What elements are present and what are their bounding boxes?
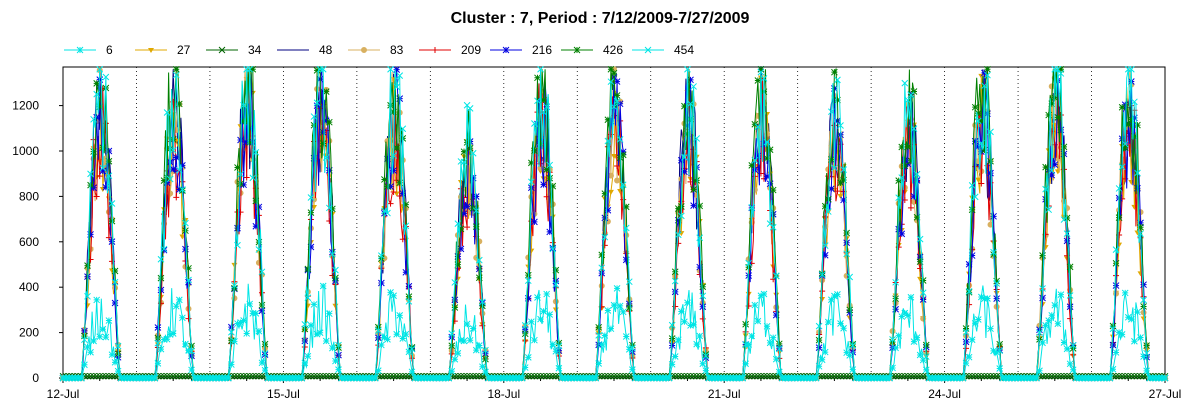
legend-swatch xyxy=(632,46,664,54)
y-tick-label: 0 xyxy=(32,371,39,385)
legend-swatch xyxy=(206,46,238,54)
legend-label: 83 xyxy=(390,43,404,57)
y-tick-label: 200 xyxy=(19,326,39,340)
y-tick-label: 400 xyxy=(19,280,39,294)
x-tick-label: 24-Jul xyxy=(928,387,961,401)
legend-label: 216 xyxy=(532,43,553,57)
series-454 xyxy=(59,65,1169,382)
y-tick-label: 800 xyxy=(19,189,39,203)
legend-swatch xyxy=(561,46,593,54)
x-tick-label: 18-Jul xyxy=(487,387,520,401)
y-tick-label: 600 xyxy=(19,235,39,249)
legend-swatch xyxy=(135,48,167,53)
legend-swatch xyxy=(419,47,451,53)
x-tick-label: 21-Jul xyxy=(708,387,741,401)
x-tick-label: 15-Jul xyxy=(267,387,300,401)
legend-swatch xyxy=(348,47,380,53)
y-tick-label: 1200 xyxy=(12,99,39,113)
legend-label: 27 xyxy=(177,43,191,57)
legend-swatch xyxy=(277,49,309,51)
legend-swatch xyxy=(490,46,522,54)
legend-label: 454 xyxy=(674,43,695,57)
legend-label: 209 xyxy=(461,43,482,57)
chart-title: Cluster : 7, Period : 7/12/2009-7/27/200… xyxy=(450,10,750,27)
legend-label: 34 xyxy=(248,43,262,57)
legend-label: 6 xyxy=(106,43,113,57)
y-tick-label: 1000 xyxy=(12,144,39,158)
legend-label: 48 xyxy=(319,43,333,57)
legend-label: 426 xyxy=(603,43,624,57)
x-tick-label: 27-Jul xyxy=(1149,387,1182,401)
legend-swatch xyxy=(64,46,96,54)
x-tick-label: 12-Jul xyxy=(47,387,80,401)
